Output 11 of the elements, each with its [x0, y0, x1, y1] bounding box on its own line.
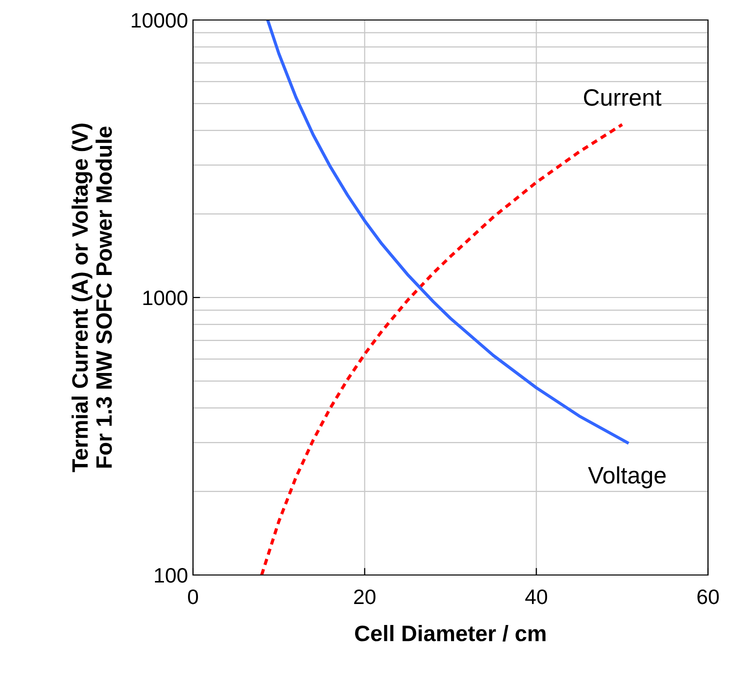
series-label: Current	[584, 89, 662, 106]
y-axis-title: Termial Current (A) or Voltage (V) For 1.3 MW SOFC Power Module	[72, 124, 112, 472]
x-axis-title: Cell Diameter / cm	[355, 624, 546, 642]
series-label: Voltage	[588, 466, 666, 488]
x-tick-label: 40	[525, 589, 548, 604]
x-tick-label: 60	[697, 589, 719, 604]
y-tick-label: 100	[154, 568, 188, 583]
x-tick-label: 0	[188, 589, 198, 604]
y-tick-label: 1000	[143, 290, 188, 306]
y-tick-label: 10000	[132, 13, 188, 28]
x-tick-label: 20	[354, 589, 376, 604]
